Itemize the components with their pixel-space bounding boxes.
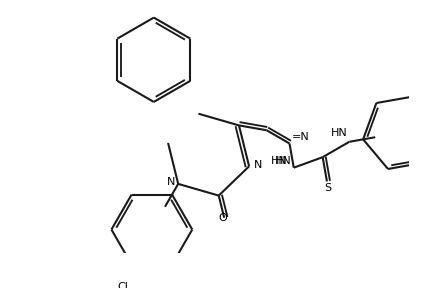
Text: N: N bbox=[167, 177, 175, 187]
Text: S: S bbox=[323, 183, 331, 193]
Text: Cl: Cl bbox=[117, 282, 128, 288]
Text: HN: HN bbox=[270, 156, 287, 166]
Text: HN: HN bbox=[330, 128, 347, 138]
Text: HN: HN bbox=[275, 156, 291, 166]
Text: O: O bbox=[217, 213, 226, 223]
Text: =N: =N bbox=[292, 132, 309, 142]
Text: N: N bbox=[253, 160, 261, 170]
